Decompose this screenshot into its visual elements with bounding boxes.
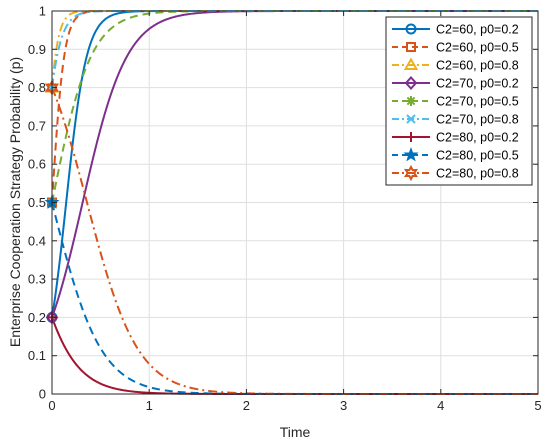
x-tick-label: 1 bbox=[146, 398, 153, 413]
y-tick-label: 0.3 bbox=[28, 272, 46, 287]
legend-label: C2=70, p0=0.2 bbox=[436, 77, 519, 91]
y-tick-label: 0.2 bbox=[28, 310, 46, 325]
legend-marker bbox=[406, 132, 416, 142]
x-tick-label: 2 bbox=[243, 398, 250, 413]
x-axis-label: Time bbox=[280, 424, 311, 440]
legend-label: C2=60, p0=0.8 bbox=[436, 59, 519, 73]
legend-marker bbox=[405, 23, 417, 35]
legend-marker bbox=[406, 114, 416, 124]
legend-label: C2=70, p0=0.8 bbox=[436, 113, 519, 127]
y-axis-label: Enterprise Cooperation Strategy Probabil… bbox=[7, 57, 23, 347]
y-tick-label: 0 bbox=[39, 387, 46, 402]
x-tick-label: 4 bbox=[437, 398, 444, 413]
y-tick-label: 0.6 bbox=[28, 157, 46, 172]
legend-marker bbox=[406, 42, 416, 52]
y-tick-label: 0.4 bbox=[28, 233, 46, 248]
y-tick-label: 0.5 bbox=[28, 195, 46, 210]
legend-label: C2=60, p0=0.2 bbox=[436, 23, 519, 37]
legend-marker bbox=[403, 164, 419, 182]
y-tick-label: 0.7 bbox=[28, 118, 46, 133]
axis-ticks: 0 1 2 3 4 5 0 0.1 0.2 0.3 0.4 0.5 0.6 0.7 0.8 0.9 1 bbox=[28, 4, 542, 414]
y-tick-label: 0.9 bbox=[28, 42, 46, 57]
legend-marker bbox=[403, 57, 419, 70]
legend: C2=60, p0=0.2 C2=60, p0=0.5 C2=60, p0=0.8 C… bbox=[385, 16, 533, 186]
legend-label: C2=70, p0=0.5 bbox=[436, 95, 519, 109]
legend-label: C2=80, p0=0.8 bbox=[436, 167, 519, 181]
x-tick-label: 5 bbox=[534, 398, 541, 413]
y-tick-label: 0.1 bbox=[28, 348, 46, 363]
x-tick-label: 0 bbox=[48, 398, 55, 413]
x-tick-label: 3 bbox=[340, 398, 347, 413]
legend-label: C2=60, p0=0.5 bbox=[436, 41, 519, 55]
legend-label: C2=80, p0=0.2 bbox=[436, 131, 519, 145]
legend-marker bbox=[406, 96, 416, 106]
y-tick-label: 0.8 bbox=[28, 80, 46, 95]
legend-marker bbox=[404, 76, 418, 90]
legend-label: C2=80, p0=0.5 bbox=[436, 149, 519, 163]
y-tick-label: 1 bbox=[39, 4, 46, 19]
legend-marker bbox=[403, 147, 419, 162]
